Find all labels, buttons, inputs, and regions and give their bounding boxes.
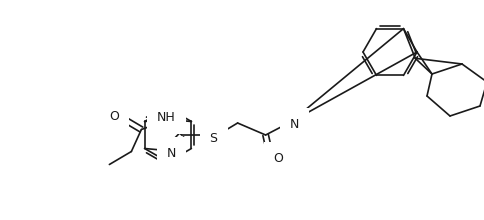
Text: NH: NH — [157, 111, 175, 124]
Text: O: O — [109, 110, 119, 123]
Text: O: O — [273, 152, 283, 165]
Text: S: S — [209, 132, 217, 145]
Text: N: N — [166, 147, 176, 160]
Text: S: S — [167, 110, 175, 123]
Text: N: N — [289, 119, 299, 132]
